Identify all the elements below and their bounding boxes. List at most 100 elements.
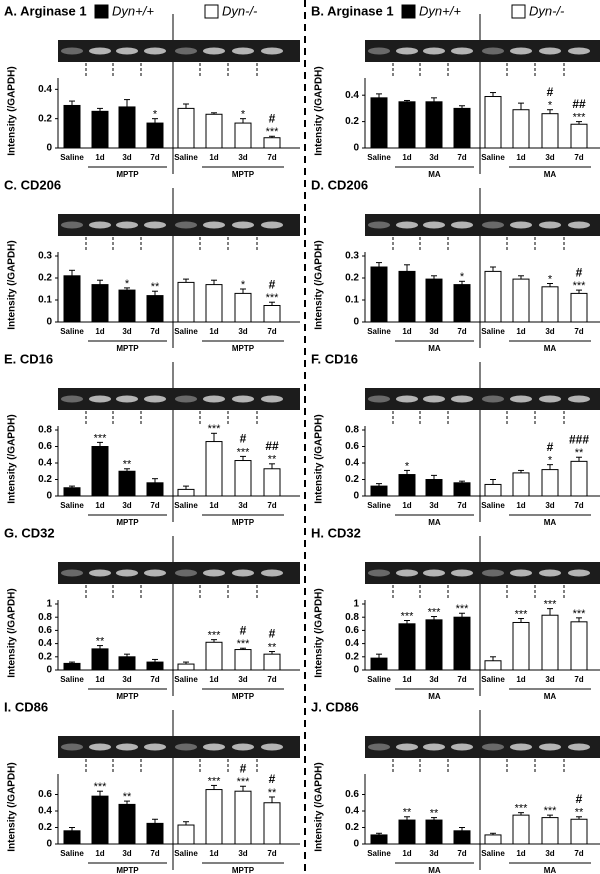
bar bbox=[118, 289, 136, 323]
x-tick-label: Saline bbox=[481, 849, 505, 858]
significance-star: *** bbox=[428, 606, 442, 618]
gel-band bbox=[144, 221, 166, 229]
x-tick-label: 7d bbox=[457, 153, 466, 162]
gel-band bbox=[423, 47, 445, 55]
x-tick-label: 3d bbox=[122, 501, 131, 510]
y-tick-label: 0.2 bbox=[345, 822, 359, 833]
gel-band bbox=[261, 395, 283, 403]
y-tick-label: 0.1 bbox=[38, 295, 52, 306]
gel-band bbox=[510, 743, 532, 751]
bar bbox=[484, 270, 502, 323]
y-tick-label: 0.6 bbox=[38, 625, 52, 636]
bar bbox=[425, 278, 443, 323]
gel-band bbox=[144, 47, 166, 55]
x-tick-label: 7d bbox=[150, 675, 159, 684]
y-tick-label: 1 bbox=[353, 599, 359, 610]
gel-band bbox=[89, 221, 111, 229]
y-tick-label: 0.8 bbox=[345, 612, 359, 623]
legend-swatch bbox=[204, 4, 219, 19]
gel-band bbox=[510, 569, 532, 577]
x-tick-label: 3d bbox=[238, 501, 247, 510]
bar bbox=[484, 483, 502, 497]
x-tick-label: 7d bbox=[150, 501, 159, 510]
gel-band bbox=[539, 47, 561, 55]
x-tick-label: 1d bbox=[402, 153, 411, 162]
y-tick-label: 0 bbox=[353, 143, 359, 154]
x-tick-label: Saline bbox=[174, 675, 198, 684]
significance-hash: # bbox=[240, 623, 247, 637]
gel-band bbox=[175, 47, 197, 55]
gel-band bbox=[368, 569, 390, 577]
significance-star: * bbox=[548, 273, 553, 285]
significance-star: ** bbox=[123, 791, 132, 803]
gel-band bbox=[175, 569, 197, 577]
gel-band bbox=[261, 743, 283, 751]
y-axis-label: Intensity (/GAPDH) bbox=[314, 66, 325, 155]
bar bbox=[541, 817, 559, 845]
significance-star: * bbox=[153, 109, 158, 121]
treatment-label: MPTP bbox=[116, 518, 139, 527]
x-tick-label: 1d bbox=[95, 327, 104, 336]
legend-label: Dyn-/- bbox=[529, 3, 565, 18]
significance-hash: # bbox=[576, 265, 583, 279]
x-tick-label: 1d bbox=[95, 153, 104, 162]
significance-star: *** bbox=[94, 781, 108, 793]
gel-band bbox=[423, 221, 445, 229]
bar bbox=[541, 614, 559, 671]
x-tick-label: Saline bbox=[481, 153, 505, 162]
gel-band bbox=[423, 743, 445, 751]
x-tick-label: 1d bbox=[402, 849, 411, 858]
x-tick-label: 7d bbox=[150, 327, 159, 336]
gel-band bbox=[116, 47, 138, 55]
significance-star: ** bbox=[96, 635, 105, 647]
x-tick-label: Saline bbox=[174, 153, 198, 162]
significance-star: ** bbox=[268, 454, 277, 466]
bar bbox=[205, 789, 223, 845]
bar bbox=[484, 96, 502, 149]
x-tick-label: 1d bbox=[402, 675, 411, 684]
x-tick-label: 1d bbox=[402, 501, 411, 510]
x-tick-label: 7d bbox=[457, 849, 466, 858]
gel-band bbox=[510, 221, 532, 229]
gel-band bbox=[116, 569, 138, 577]
panel-title: J. CD86 bbox=[311, 699, 359, 714]
gel-band bbox=[451, 221, 473, 229]
x-tick-label: 7d bbox=[457, 327, 466, 336]
bar bbox=[512, 109, 530, 149]
y-tick-label: 0 bbox=[353, 665, 359, 676]
gel-band bbox=[175, 743, 197, 751]
x-tick-label: Saline bbox=[60, 675, 84, 684]
significance-star: *** bbox=[237, 638, 251, 650]
bar bbox=[146, 661, 164, 671]
y-tick-label: 0.6 bbox=[345, 789, 359, 800]
bar bbox=[512, 278, 530, 323]
significance-star: *** bbox=[266, 126, 280, 138]
bar bbox=[570, 123, 588, 149]
x-tick-label: Saline bbox=[367, 675, 391, 684]
y-axis-label: Intensity (/GAPDH) bbox=[7, 240, 18, 329]
bar bbox=[205, 113, 223, 149]
x-tick-label: Saline bbox=[481, 327, 505, 336]
y-tick-label: 0.3 bbox=[38, 251, 52, 262]
gel-band bbox=[396, 569, 418, 577]
bar bbox=[370, 97, 388, 149]
significance-star: *** bbox=[237, 776, 251, 788]
bar bbox=[263, 802, 281, 845]
y-tick-label: 0.3 bbox=[345, 251, 359, 262]
gel-band bbox=[232, 47, 254, 55]
significance-star: *** bbox=[544, 805, 558, 817]
x-tick-label: 7d bbox=[457, 501, 466, 510]
x-tick-label: 7d bbox=[574, 501, 583, 510]
bar bbox=[398, 623, 416, 671]
bar bbox=[541, 286, 559, 323]
significance-star: *** bbox=[208, 630, 222, 642]
y-tick-label: 0.2 bbox=[345, 116, 359, 127]
significance-star: * bbox=[125, 278, 130, 290]
significance-star: * bbox=[405, 460, 410, 472]
x-tick-label: Saline bbox=[174, 327, 198, 336]
y-tick-label: 0.8 bbox=[38, 425, 52, 436]
x-tick-label: 7d bbox=[150, 153, 159, 162]
x-tick-label: 3d bbox=[429, 675, 438, 684]
significance-hash: ## bbox=[572, 97, 586, 111]
